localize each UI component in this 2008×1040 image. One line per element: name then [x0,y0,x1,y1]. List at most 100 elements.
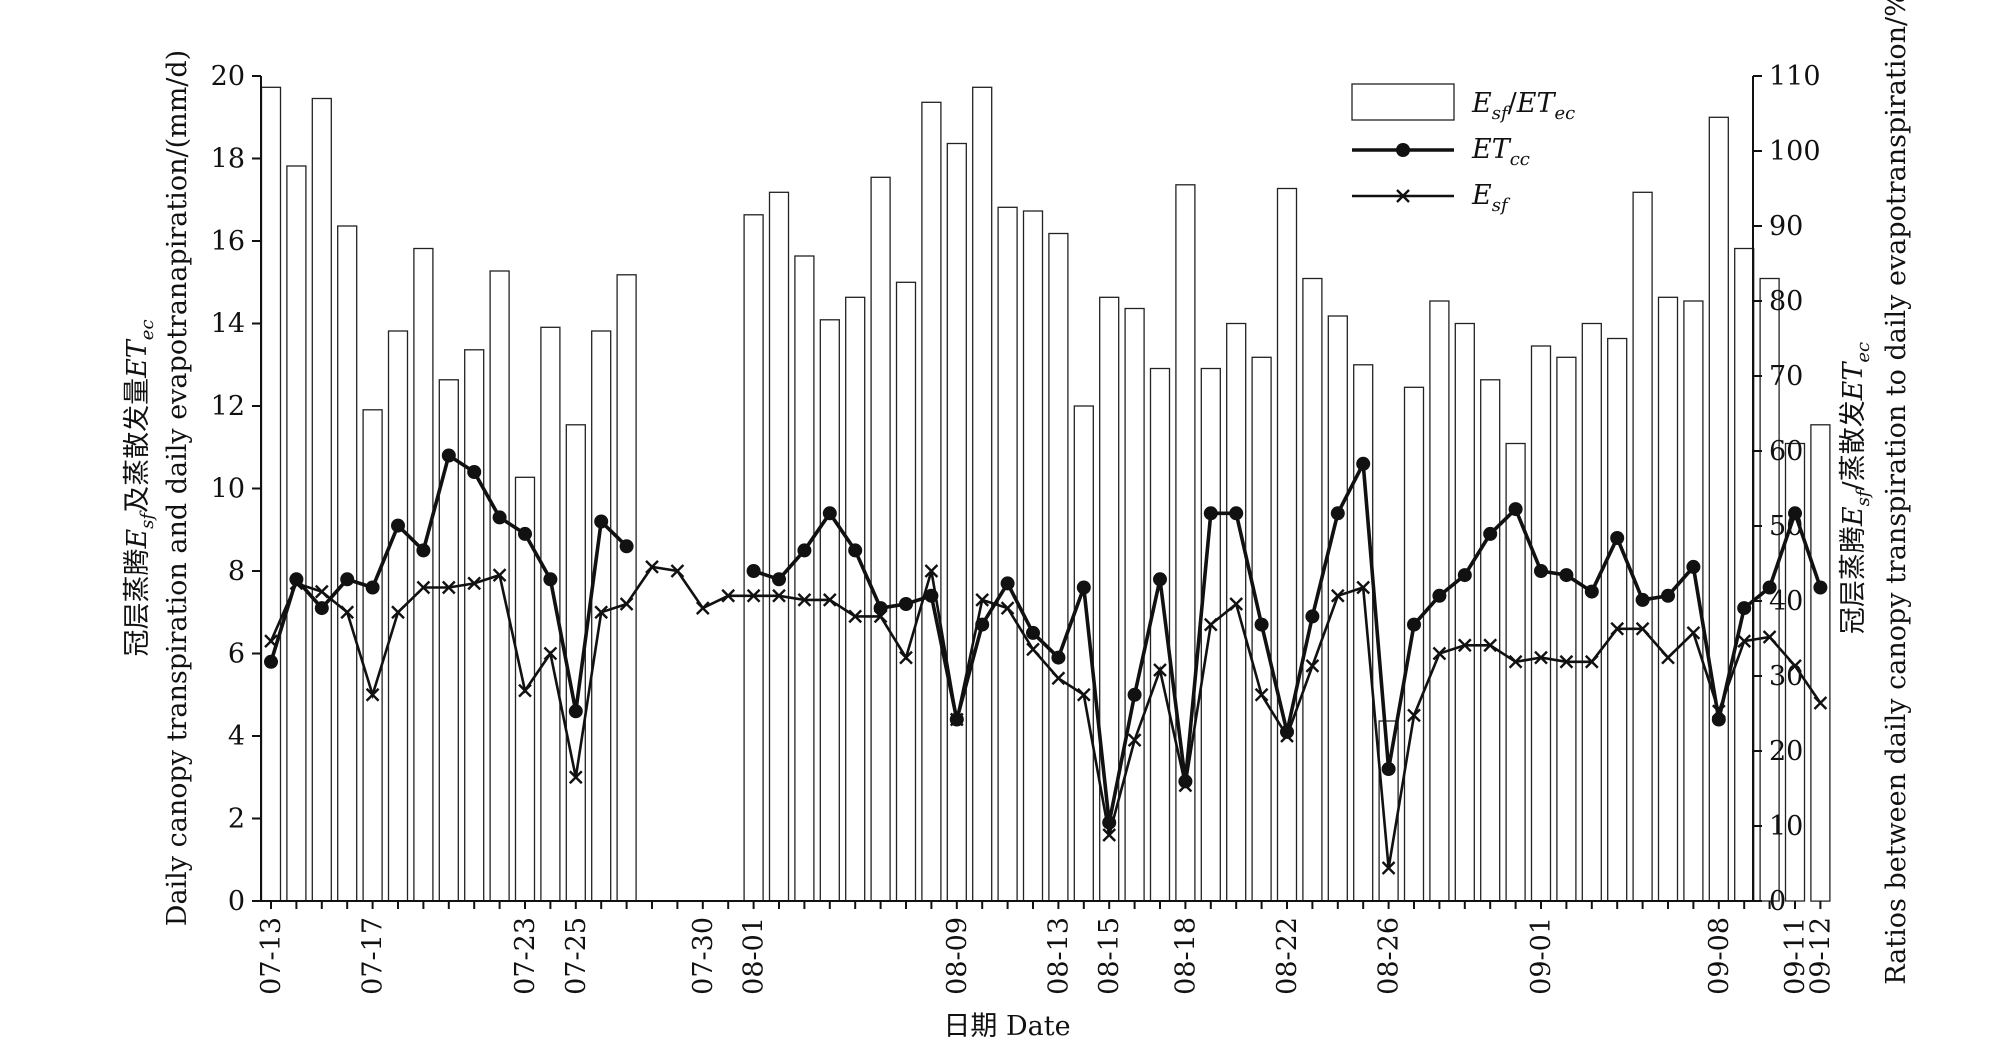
x-tick-label-07-13: 07-13 [256,917,287,995]
ratio-bar-4 [362,409,383,902]
ratio-bar-9 [489,270,510,902]
x-tick-label-07-17: 07-17 [358,917,389,995]
etcc-point-35 [1153,572,1167,587]
etcc-point-22 [822,506,837,521]
ratio-bar-47 [1454,322,1475,902]
etcc-point-0 [264,654,278,669]
etcc-point-36 [1178,774,1193,789]
x-tick-label-08-15: 08-15 [1094,917,1125,995]
esf-point-18 [721,588,736,603]
etcc-point-45 [1407,617,1421,632]
etcc-point-53 [1610,531,1625,545]
etcc-point-55 [1661,588,1675,603]
etcc-point-41 [1305,609,1320,624]
etcc-point-4 [365,580,380,595]
esf-point-29 [1000,601,1015,615]
left-tick-label-2: 2 [228,804,245,835]
x-tick-label-08-01: 08-01 [739,917,770,995]
right-tick-label-30: 30 [1769,661,1803,692]
x-tick-label-09-08: 09-08 [1704,917,1735,995]
ratio-bar-30 [1022,210,1044,902]
etcc-point-27 [949,712,964,727]
right-tick-label-40: 40 [1769,586,1803,617]
left-tick-label-10: 10 [211,474,245,505]
etcc-point-60 [1788,506,1802,521]
etcc-point-3 [340,572,355,587]
ratio-bar-0 [260,86,282,902]
legend-marker-e-b [1396,189,1410,203]
right-tick-label-60: 60 [1769,436,1803,467]
esf-point-0 [264,634,278,648]
ratio-bar-27 [946,142,967,902]
etcc-point-7 [441,448,456,463]
x-tick-label-08-22: 08-22 [1272,917,1303,995]
esf-point-10 [518,683,532,698]
legend-label-et: ETcc [1471,134,1530,170]
esf-point-23 [848,609,863,624]
etcc-point-57 [1711,712,1726,727]
esf-point-35 [1153,663,1167,677]
left-tick-label-6: 6 [228,639,245,670]
esf-point-11 [543,646,558,661]
left-axis-title-line2: Daily canopy transpiration and daily eva… [162,50,193,926]
ratio-bar-52 [1581,322,1602,902]
ratio-bar-37 [1200,367,1221,902]
esf-point-55 [1661,650,1675,665]
etcc-point-14 [619,539,634,554]
etcc-point-23 [848,543,863,558]
ratio-bar-38 [1226,322,1247,902]
left-tick-label-4: 4 [228,721,245,752]
etcc-point-54 [1635,592,1650,607]
ratio-bar-19 [743,214,764,902]
esf-point-43 [1356,580,1371,595]
etcc-point-39 [1254,617,1269,632]
esf-point-19 [746,588,761,603]
esf-point-28 [975,593,990,607]
esf-point-30 [1026,642,1040,657]
esf-point-51 [1559,654,1574,669]
etcc-point-24 [873,601,888,616]
ratio-bar-51 [1556,356,1577,902]
etcc-point-19 [746,564,761,578]
esf-point-37 [1203,617,1218,632]
x-axis-title: 日期 Date [943,1011,1070,1040]
ratio-bar-45 [1403,386,1425,902]
ratio-bar-61 [1810,424,1831,902]
ratio-bar-25 [895,281,917,902]
x-tick-label-08-09: 08-09 [942,917,973,995]
esf-point-17 [695,601,710,615]
ratio-bar-43 [1353,364,1374,902]
right-axis-title-line2: Ratios between daily canopy transpiratio… [1881,0,1912,985]
esf-point-34 [1127,733,1142,747]
x-tick-label-08-13: 08-13 [1043,917,1074,995]
etcc-point-28 [975,617,990,632]
etcc-point-32 [1076,580,1091,595]
etcc-point-34 [1127,687,1142,702]
etcc-point-5 [391,518,405,533]
etcc-point-9 [492,510,507,525]
left-tick-label-20: 20 [211,61,245,92]
esf-point-4 [365,687,380,702]
left-tick-label-18: 18 [211,144,245,175]
x-tick-label-07-23: 07-23 [510,917,541,995]
x-tick-label-09-11: 09-11 [1780,917,1811,995]
right-tick-label-10: 10 [1769,811,1803,842]
etcc-point-13 [594,514,609,529]
etcc-point-11 [543,572,558,587]
etcc-point-56 [1686,559,1701,574]
etcc-point-25 [899,597,913,611]
etcc-point-40 [1280,724,1294,739]
esf-point-54 [1635,621,1650,636]
esf-point-52 [1584,654,1599,669]
etcc-point-26 [924,588,939,603]
x-axis-ticks: 07-13 07-17 07-23 07-25 07-30 08-01 08-09 08-13… [256,901,1836,995]
esf-line-segment-0 [269,565,1822,869]
esf-point-21 [797,593,812,607]
esf-point-15 [645,560,659,574]
ratio-bar-3 [337,225,358,902]
right-tick-label-0: 0 [1769,886,1786,917]
etcc-point-1 [289,572,304,587]
esf-point-20 [772,588,786,603]
left-axis-title-line1: 冠层蒸腾Esf及蒸散发量ETec [122,319,158,656]
